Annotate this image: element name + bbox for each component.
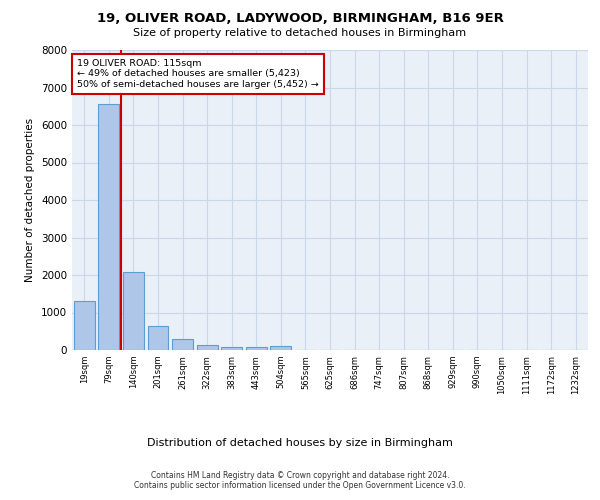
Bar bbox=[246, 347, 267, 350]
Bar bbox=[271, 346, 292, 350]
Text: Size of property relative to detached houses in Birmingham: Size of property relative to detached ho… bbox=[133, 28, 467, 38]
Bar bbox=[197, 345, 218, 350]
Bar bbox=[221, 346, 242, 350]
Bar bbox=[98, 104, 119, 350]
Bar bbox=[148, 326, 169, 350]
Text: 19 OLIVER ROAD: 115sqm
← 49% of detached houses are smaller (5,423)
50% of semi-: 19 OLIVER ROAD: 115sqm ← 49% of detached… bbox=[77, 59, 319, 89]
Y-axis label: Number of detached properties: Number of detached properties bbox=[25, 118, 35, 282]
Bar bbox=[123, 272, 144, 350]
Bar bbox=[172, 339, 193, 350]
Text: Distribution of detached houses by size in Birmingham: Distribution of detached houses by size … bbox=[147, 438, 453, 448]
Text: 19, OLIVER ROAD, LADYWOOD, BIRMINGHAM, B16 9ER: 19, OLIVER ROAD, LADYWOOD, BIRMINGHAM, B… bbox=[97, 12, 503, 26]
Bar bbox=[74, 301, 95, 350]
Text: Contains HM Land Registry data © Crown copyright and database right 2024.
Contai: Contains HM Land Registry data © Crown c… bbox=[134, 470, 466, 490]
